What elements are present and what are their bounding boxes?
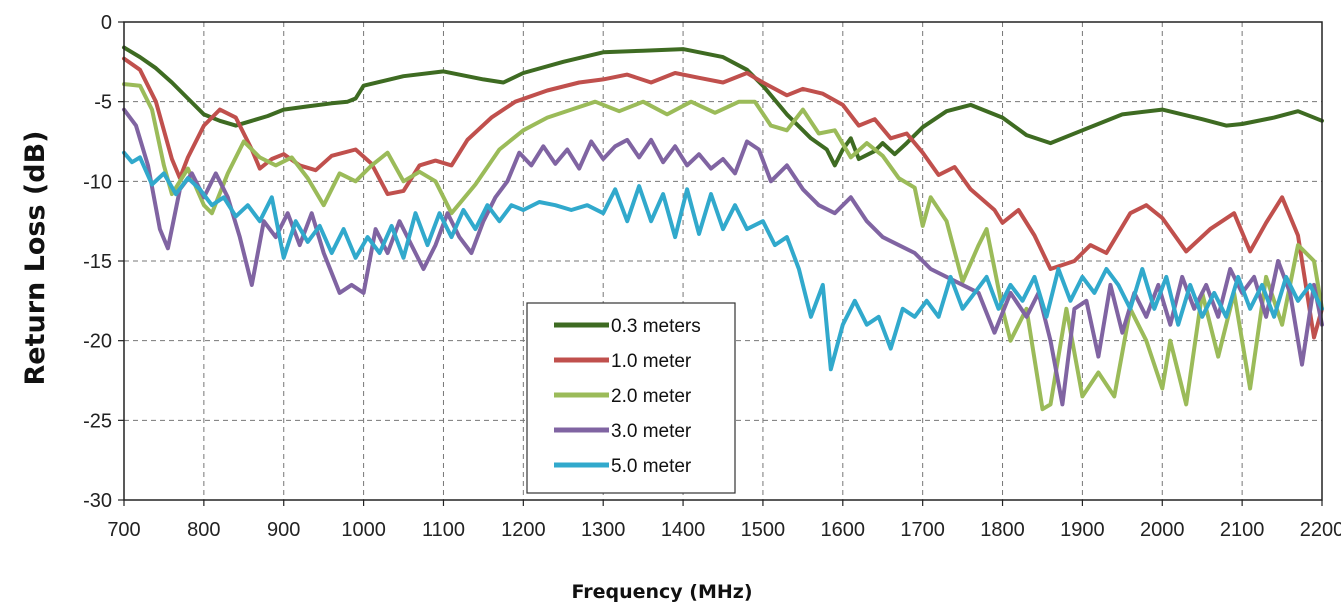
x-tick-label: 2200 <box>1300 519 1341 541</box>
y-axis-title: Return Loss (dB) <box>20 130 51 385</box>
chart-ticks: 700 800 900 1000 1100 1200 1300 1400 1500 1600 170… <box>83 12 1341 541</box>
legend-box <box>526 302 736 494</box>
series-line-2-0-meter <box>122 82 1324 412</box>
y-tick-label: -25 <box>83 410 112 432</box>
y-tick-label: -5 <box>94 92 112 114</box>
x-tick-label: 1600 <box>821 519 866 541</box>
y-tick-label: -15 <box>83 251 112 273</box>
x-tick-label: 800 <box>187 519 220 541</box>
y-tick-label: -10 <box>83 171 112 193</box>
x-tick-label: 1200 <box>501 519 546 541</box>
y-tick-label: 0 <box>101 12 112 34</box>
x-tick-label: 2000 <box>1140 519 1185 541</box>
x-tick-label: 1900 <box>1060 519 1105 541</box>
legend-label-0-3-meters: 0.3 meters <box>611 316 701 337</box>
x-tick-label: 1000 <box>341 519 386 541</box>
legend-label-1-0-meter: 1.0 meter <box>611 351 692 372</box>
x-tick-label: 1800 <box>980 519 1025 541</box>
chart-legend: 0.3 meters 1.0 meter 2.0 meter 3.0 meter 5.0… <box>526 302 736 494</box>
x-tick-label: 1300 <box>581 519 626 541</box>
series-line-1-0-meter <box>122 56 1324 340</box>
x-tick-label: 700 <box>107 519 140 541</box>
legend-label-2-0-meter: 2.0 meter <box>611 386 692 407</box>
x-tick-label: 1700 <box>900 519 945 541</box>
y-tick-label: -30 <box>83 490 112 512</box>
series-line-3-0-meter <box>122 107 1324 407</box>
legend-label-3-0-meter: 3.0 meter <box>611 421 692 442</box>
legend-label-5-0-meter: 5.0 meter <box>611 456 692 477</box>
x-tick-label: 900 <box>267 519 300 541</box>
series-line-0-3-meters <box>122 45 1324 168</box>
chart-series <box>122 45 1324 412</box>
x-tick-label: 2100 <box>1220 519 1265 541</box>
y-tick-label: -20 <box>83 331 112 353</box>
x-tick-label: 1100 <box>422 519 465 541</box>
x-tick-label: 1500 <box>741 519 786 541</box>
x-axis-title: Frequency (MHz) <box>571 581 752 603</box>
x-tick-label: 1400 <box>661 519 706 541</box>
series-line-5-0-meter <box>122 150 1324 372</box>
